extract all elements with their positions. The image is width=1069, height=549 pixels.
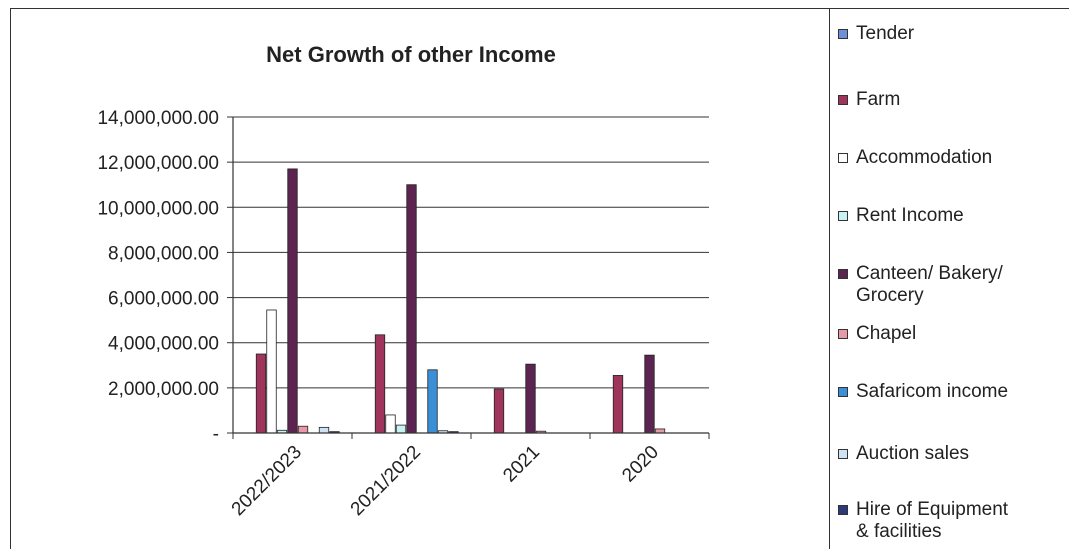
legend-label: Accommodation bbox=[856, 147, 993, 168]
x-tick-label: 2022/2023 bbox=[228, 442, 306, 520]
bar bbox=[385, 414, 396, 434]
y-tick-label: 8,000,000.00 bbox=[108, 243, 219, 264]
legend-swatch bbox=[838, 387, 848, 397]
y-tick-label: 4,000,000.00 bbox=[108, 334, 219, 355]
bar bbox=[525, 363, 536, 434]
bar bbox=[297, 425, 309, 434]
legend-swatch bbox=[838, 153, 848, 163]
bar-chart: Net Growth of other Income - 2,000,000.00… bbox=[97, 42, 710, 520]
legend: Tender Farm Accommodation Rent Income Cantee… bbox=[829, 8, 1069, 549]
x-tick-label: 2021 bbox=[499, 442, 544, 487]
legend-label: Farm bbox=[856, 89, 901, 110]
chart-title: Net Growth of other Income bbox=[266, 42, 556, 67]
bar bbox=[406, 184, 417, 434]
y-tick-label: 10,000,000.00 bbox=[97, 198, 219, 219]
legend-label: Hire of Equipment & facilities bbox=[856, 499, 1009, 542]
legend-label: Auction sales bbox=[856, 443, 970, 464]
legend-swatch bbox=[838, 269, 848, 279]
y-tick-label: 6,000,000.00 bbox=[108, 289, 219, 310]
y-tick-label: - bbox=[213, 424, 219, 445]
bar bbox=[427, 369, 438, 434]
y-axis-ticks: - 2,000,000.00 4,000,000.00 6,000,000.00 8,0… bbox=[97, 108, 233, 445]
legend-swatch bbox=[838, 329, 848, 339]
x-axis-ticks: 2022/2023 2021/2022 2021 2020 bbox=[228, 433, 710, 520]
bar bbox=[255, 353, 267, 434]
y-tick-label: 14,000,000.00 bbox=[97, 108, 219, 129]
bars bbox=[255, 168, 666, 434]
legend-swatch bbox=[838, 95, 848, 105]
bar bbox=[318, 426, 330, 434]
bar bbox=[287, 168, 298, 434]
bar bbox=[493, 388, 505, 434]
bar bbox=[374, 334, 386, 434]
bar bbox=[612, 375, 624, 434]
bar bbox=[395, 424, 407, 434]
legend-label: Safaricom income bbox=[856, 381, 1009, 402]
x-tick-label: 2021/2022 bbox=[347, 442, 425, 520]
y-tick-label: 12,000,000.00 bbox=[97, 153, 219, 174]
legend-swatch bbox=[838, 505, 848, 515]
chart-frame: Net Growth of other Income - 2,000,000.00… bbox=[10, 8, 832, 549]
x-tick-label: 2020 bbox=[618, 442, 663, 487]
legend-swatch bbox=[838, 449, 848, 459]
bar bbox=[266, 309, 277, 434]
legend-label: Tender bbox=[856, 23, 915, 44]
y-tick-label: 2,000,000.00 bbox=[108, 379, 219, 400]
legend-label: Canteen/ Bakery/ Grocery bbox=[856, 263, 1003, 306]
legend-label: Chapel bbox=[856, 323, 917, 344]
legend-swatch bbox=[838, 29, 848, 39]
bar bbox=[644, 354, 655, 434]
axes bbox=[232, 117, 709, 434]
legend-swatch bbox=[838, 211, 848, 221]
bar bbox=[654, 428, 666, 434]
gridlines bbox=[233, 116, 709, 389]
legend-label: Rent Income bbox=[856, 205, 964, 226]
